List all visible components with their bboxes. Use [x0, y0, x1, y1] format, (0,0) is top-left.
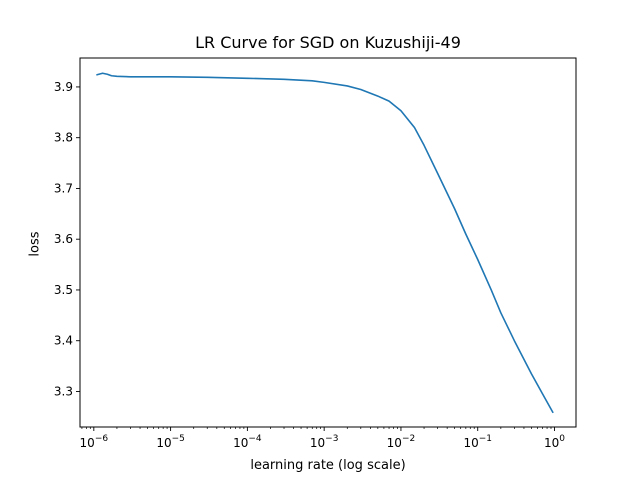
x-tick-label: 10−1	[463, 434, 492, 450]
chart-title: LR Curve for SGD on Kuzushiji-49	[195, 33, 461, 52]
x-tick-label: 10−6	[80, 434, 109, 450]
x-ticks: 10−6 10−5 10−4 10−3 10−2 10−1 100	[80, 427, 565, 450]
y-axis-label: loss	[27, 231, 43, 257]
y-tick-label: 3.6	[54, 232, 73, 246]
x-tick-label: 100	[544, 434, 565, 450]
x-tick-label: 10−4	[233, 434, 262, 450]
y-tick-label: 3.3	[54, 384, 73, 398]
y-ticks: 3.3 3.4 3.5 3.6 3.7 3.8 3.9	[54, 80, 80, 398]
y-tick-label: 3.7	[54, 181, 73, 195]
x-tick-label: 10−3	[310, 434, 339, 450]
y-tick-label: 3.9	[54, 80, 73, 94]
axes-frame	[79, 57, 577, 428]
y-tick-label: 3.5	[54, 283, 73, 297]
x-tick-label: 10−5	[156, 434, 185, 450]
plot-layer	[96, 72, 554, 414]
y-tick-label: 3.8	[54, 131, 73, 145]
x-axis-label: learning rate (log scale)	[250, 458, 406, 473]
x-tick-label: 10−2	[387, 434, 416, 450]
y-tick-label: 3.4	[54, 334, 73, 348]
series-line-loss	[96, 72, 554, 414]
